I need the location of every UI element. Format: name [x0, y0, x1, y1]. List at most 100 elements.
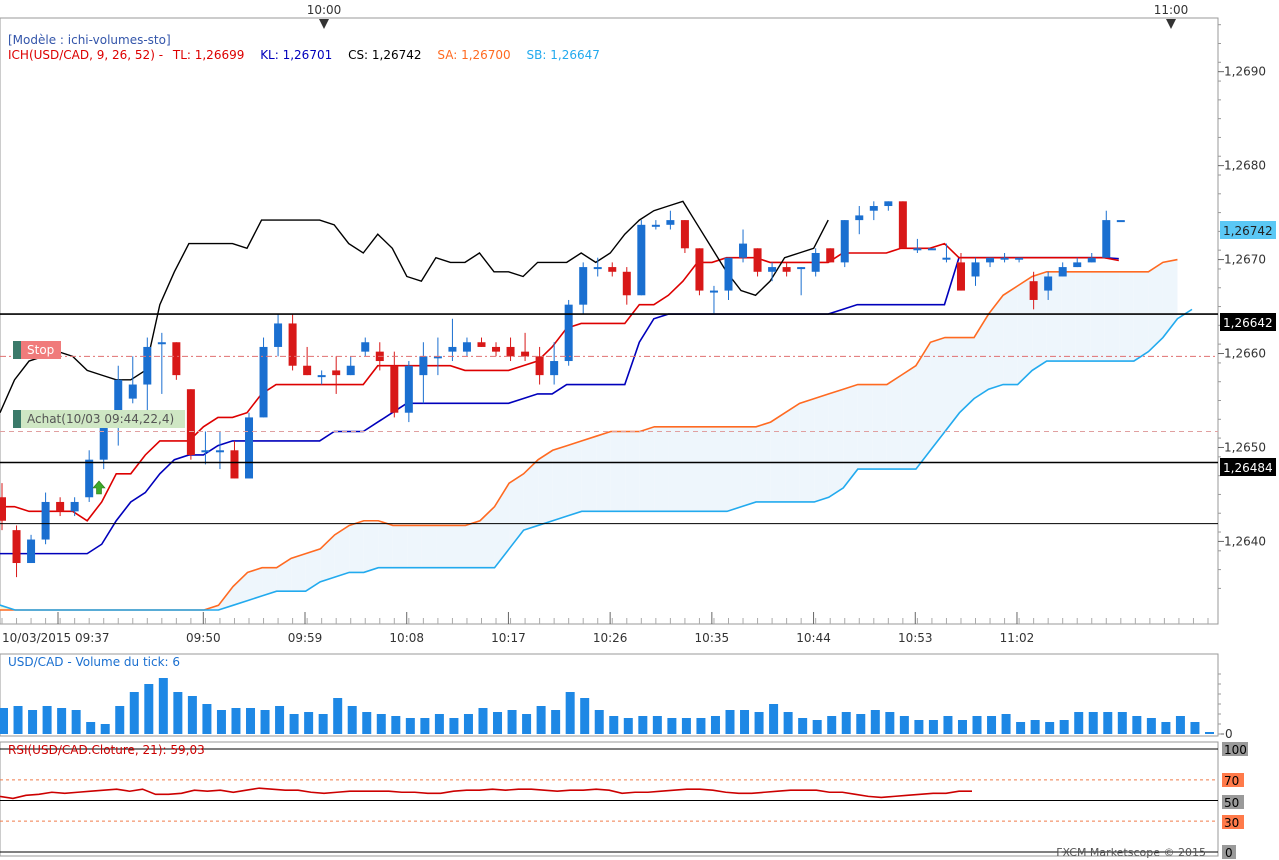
- volume-bar: [551, 710, 561, 734]
- volume-bar: [609, 716, 619, 734]
- cloud-segment: [1119, 271, 1134, 362]
- volume-bar: [376, 714, 386, 734]
- cloud-segment: [276, 558, 292, 592]
- cloud-segment: [1017, 276, 1033, 385]
- candle-bear: [680, 220, 689, 249]
- volume-bar: [478, 708, 488, 734]
- candle-bull: [550, 361, 559, 376]
- candle-bull: [1044, 276, 1053, 291]
- volume-bar: [86, 722, 96, 734]
- volume-bar: [681, 718, 691, 734]
- chikou-line: [0, 200, 829, 413]
- volume-bar: [870, 710, 880, 734]
- volume-bar: [216, 710, 226, 734]
- cloud-segment: [697, 426, 713, 512]
- buy-label: Achat(10/03 09:44,22,4): [27, 412, 174, 426]
- cloud-segment: [857, 384, 873, 470]
- cloud-segment: [233, 572, 248, 606]
- axes: 1,2690 1,2680 1,2670 1,2660 1,2650 1,2640 10/0…: [1, 24, 1266, 645]
- tenkan-line: [0, 242, 1119, 522]
- current-price-badge: [1220, 221, 1276, 239]
- time-tick-label: 10:35: [695, 631, 730, 645]
- volume-bar: [13, 706, 23, 734]
- candle-bull: [651, 224, 660, 227]
- candle-bear: [506, 346, 515, 357]
- time-tick-label: 10/03/2015 09:37: [2, 631, 110, 645]
- legend-sa: SA: 1,26700: [437, 48, 510, 62]
- price-tick-label: 1,2680: [1224, 159, 1266, 173]
- volume-bar: [1016, 722, 1026, 734]
- candle-bull: [724, 257, 733, 291]
- volume-title: USD/CAD - Volume du tick: 6: [8, 655, 180, 669]
- volume-bar: [841, 712, 851, 734]
- cloud-segment: [741, 426, 757, 507]
- volume-bar: [1088, 712, 1098, 734]
- volume-bar: [1204, 732, 1214, 734]
- candle-bear: [492, 346, 501, 352]
- candle-bull: [41, 501, 50, 540]
- candle-bull: [27, 539, 36, 564]
- candle-bull: [1000, 257, 1009, 260]
- volume-bar: [231, 708, 241, 734]
- price-tick-label: 1,2690: [1224, 65, 1266, 79]
- cloud-segment: [247, 567, 263, 601]
- legend-cs: CS: 1,26742: [348, 48, 421, 62]
- candle-bear: [303, 365, 312, 376]
- volume-bar: [173, 692, 183, 734]
- cloud-segment: [828, 389, 844, 498]
- buy-marker[interactable]: Achat(10/03 09:44,22,4): [13, 410, 185, 428]
- candle-bull: [942, 257, 951, 260]
- candle-bear: [521, 351, 530, 357]
- volume-bar: [1146, 718, 1156, 734]
- cloud-segment: [392, 525, 408, 568]
- cloud-segment: [436, 525, 451, 568]
- candle-bull: [114, 379, 123, 418]
- volume-bar: [769, 704, 779, 734]
- cloud-segment: [291, 553, 306, 592]
- candle-bull: [419, 356, 428, 376]
- cloud-segment: [785, 403, 800, 502]
- volume-bar: [202, 704, 212, 734]
- candle-bull: [317, 375, 326, 378]
- candlesticks: [0, 201, 1125, 578]
- candle-bull: [739, 243, 748, 258]
- volume-bar: [565, 692, 575, 734]
- candle-bear: [172, 342, 181, 376]
- cloud-segment: [509, 473, 524, 549]
- candle-bull: [797, 267, 806, 270]
- candle-bull: [404, 365, 413, 413]
- cloud-segment: [683, 426, 698, 512]
- cloud-segment: [523, 459, 539, 531]
- ichimoku-prefix: ICH(USD/CAD, 9, 26, 52) -: [8, 48, 163, 62]
- volume-bar: [987, 716, 997, 734]
- candle-bull: [462, 342, 471, 352]
- candle-bull: [666, 220, 675, 225]
- candle-bull: [128, 384, 137, 399]
- stop-marker[interactable]: Stop: [13, 341, 61, 359]
- candle-bull: [986, 257, 995, 263]
- time-tick-label: 10:53: [898, 631, 933, 645]
- candle-bull: [448, 346, 457, 352]
- candle-bull: [259, 346, 268, 418]
- volume-bar: [144, 684, 154, 734]
- cloud-segment: [421, 525, 437, 568]
- volume-bar: [623, 718, 633, 734]
- candle-bear: [956, 262, 965, 291]
- cloud-segment: [407, 525, 422, 568]
- rsi-level-30: 30: [1224, 816, 1239, 830]
- volume-bar: [899, 716, 909, 734]
- top-time-label: 10:00: [307, 3, 342, 17]
- candle-bear: [535, 356, 544, 376]
- candle-bull: [85, 459, 94, 498]
- candle-bear: [390, 365, 399, 413]
- candle-bull: [1102, 220, 1111, 258]
- volume-bar: [856, 714, 866, 734]
- price-tick-label: 1,2640: [1224, 534, 1266, 548]
- cloud-segment: [1003, 285, 1018, 385]
- kijun-line: [0, 256, 1119, 555]
- candle-bull: [709, 290, 718, 293]
- rsi-level-50: 50: [1224, 796, 1239, 810]
- legend-sb: SB: 1,26647: [527, 48, 600, 62]
- volume-bar: [318, 714, 328, 734]
